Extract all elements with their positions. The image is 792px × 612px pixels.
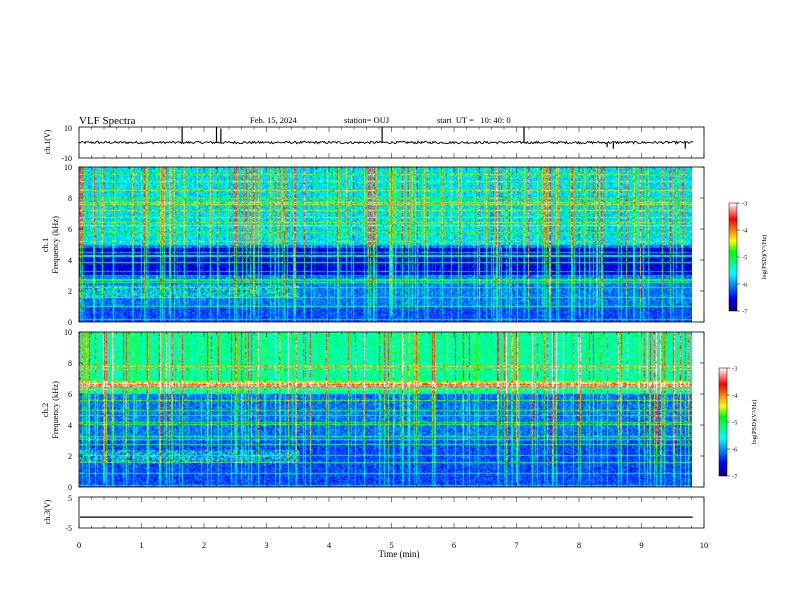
ytick-label: 2 xyxy=(68,452,72,461)
ytick-label: 0 xyxy=(68,318,72,327)
colorbar-tick-label: -5 xyxy=(742,255,747,262)
ch3-ytick-top: 5 xyxy=(68,494,72,503)
colorbar-1: -3 -4 -5 -6 -7 log(PSD)(V²/Hz) xyxy=(728,201,768,316)
start-ut-label: start UT = 10: 40: 0 xyxy=(437,115,511,125)
ch1-spectrogram-panel: 0 2 4 6 8 10 ch.1 Frequency (kHz) xyxy=(40,163,705,327)
ch1-ylabel: ch.1(V) xyxy=(43,129,52,154)
ch3-ytick-bottom: -5 xyxy=(65,524,72,533)
xtick-label: 2 xyxy=(202,540,206,550)
figure-title: VLF Spectra xyxy=(79,115,136,127)
ytick-label: 8 xyxy=(68,359,72,368)
ytick-label: 2 xyxy=(68,287,72,296)
ytick-label: 4 xyxy=(68,256,72,265)
ch1-trace xyxy=(78,127,694,149)
xtick-label: 6 xyxy=(452,540,456,550)
xtick-label: 9 xyxy=(639,540,643,550)
colorbar-tick-label: -7 xyxy=(742,309,748,316)
colorbar-2-bar xyxy=(718,367,728,477)
ch1-spectrogram-image xyxy=(79,167,692,322)
ch3-panel: 5 -5 ch.3(V) xyxy=(43,494,705,533)
ytick-label: 6 xyxy=(68,390,72,399)
colorbar-tick-label: -3 xyxy=(732,366,737,373)
colorbar-tick-label: -3 xyxy=(742,201,747,208)
colorbar-tick-label: -5 xyxy=(732,420,737,427)
colorbar-tick-label: -7 xyxy=(732,474,738,481)
ch1-spec-ylabel-freq: Frequency (kHz) xyxy=(50,216,60,274)
colorbar-1-bar xyxy=(728,202,738,312)
ch1-ytick-top: 10 xyxy=(64,124,72,133)
ytick-label: 0 xyxy=(68,483,72,492)
x-axis-label: Time (min) xyxy=(379,549,420,559)
ch1-ytick-bottom: -10 xyxy=(61,154,72,163)
xtick-label: 7 xyxy=(514,540,518,550)
ch1-panel: 10 -10 ch.1(V) xyxy=(43,124,705,163)
colorbar-tick-label: -6 xyxy=(742,282,748,289)
ch2-spec-yticks: 0 2 4 6 8 10 xyxy=(64,328,704,492)
colorbar-tick-label: -4 xyxy=(742,228,748,235)
ytick-label: 8 xyxy=(68,194,72,203)
colorbar-2-label: log(PSD)(V²/Hz) xyxy=(751,400,758,445)
ytick-label: 6 xyxy=(68,225,72,234)
ch1-spec-yticks: 0 2 4 6 8 10 xyxy=(64,163,704,327)
xtick-label: 1 xyxy=(139,540,143,550)
date-label: Feb. 15, 2024 xyxy=(250,115,298,125)
colorbar-1-label: log(PSD)(V²/Hz) xyxy=(761,235,768,280)
ch2-spectrogram-panel: 0 2 4 6 8 10 ch.2 Frequency (kHz) xyxy=(40,328,705,492)
ytick-label: 10 xyxy=(64,163,72,172)
ch1-spec-ylabel-ch: ch.1 xyxy=(40,238,50,252)
ch1-waveform-line xyxy=(78,140,694,145)
ytick-label: 10 xyxy=(64,328,72,337)
xtick-label: 3 xyxy=(264,540,268,550)
ch2-spectrogram-image xyxy=(79,332,692,487)
ch2-spec-ylabel-freq: Frequency (kHz) xyxy=(50,381,60,439)
colorbar-2-ticks: -3 -4 -5 -6 -7 xyxy=(727,366,738,481)
colorbar-tick-label: -6 xyxy=(732,447,738,454)
ch2-spec-ylabel-ch: ch.2 xyxy=(40,403,50,417)
ytick-label: 4 xyxy=(68,421,72,430)
ch3-ylabel: ch.3(V) xyxy=(43,499,52,524)
xtick-label: 0 xyxy=(77,540,81,550)
xtick-label: 10 xyxy=(700,540,709,550)
station-label: station= OUJ xyxy=(344,115,390,125)
xtick-label: 8 xyxy=(577,540,581,550)
colorbar-2: -3 -4 -5 -6 -7 log(PSD)(V²/Hz) xyxy=(718,366,758,481)
x-axis-tick-labels: 0 1 2 3 4 5 6 7 8 9 10 xyxy=(77,540,708,550)
xtick-label: 5 xyxy=(389,540,393,550)
x-axis-ticks xyxy=(78,127,705,528)
xtick-label: 4 xyxy=(327,540,332,550)
colorbar-1-ticks: -3 -4 -5 -6 -7 xyxy=(737,201,748,316)
colorbar-tick-label: -4 xyxy=(732,393,738,400)
